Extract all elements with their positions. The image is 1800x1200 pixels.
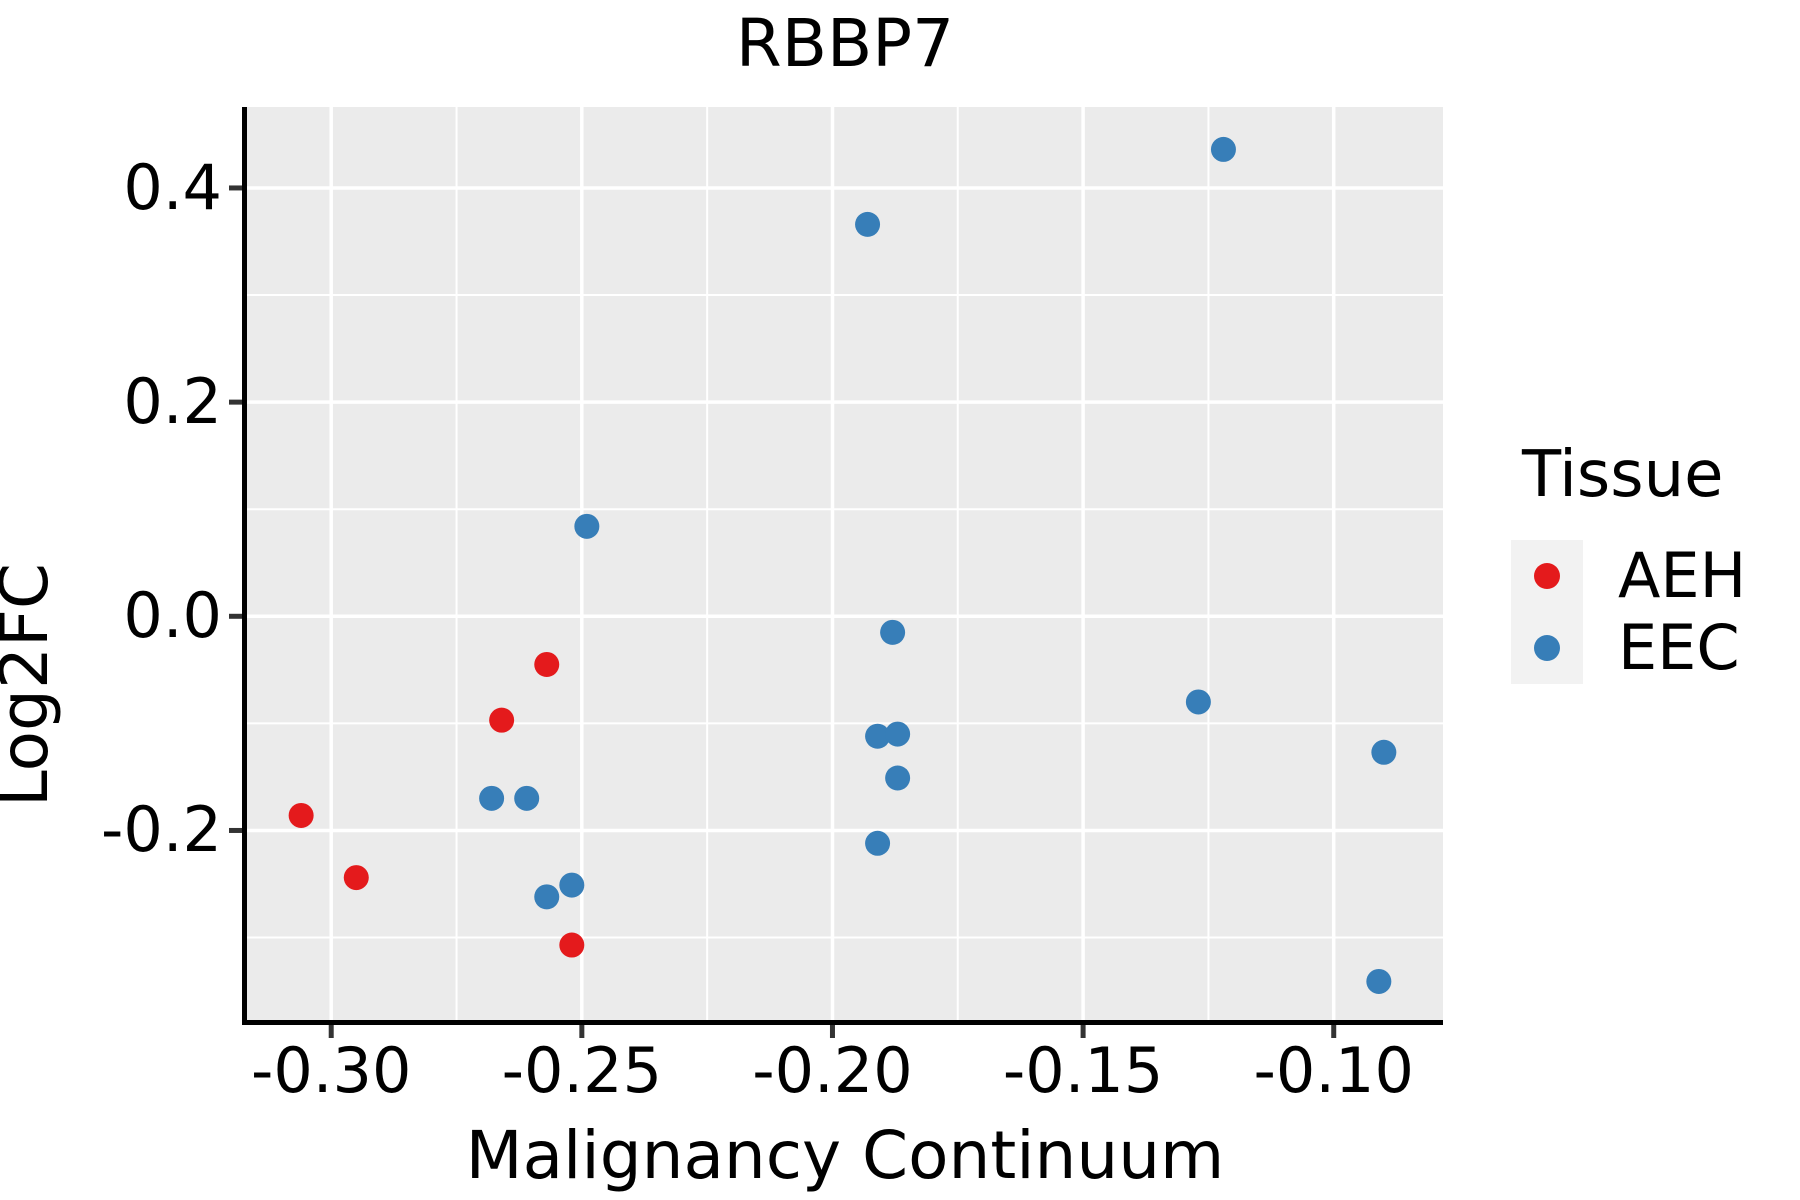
data-point-eec [865,830,891,856]
data-point-eec [885,765,911,791]
x-tick-label: -0.10 [1253,1034,1414,1107]
data-point-eec [865,723,891,749]
data-point-aeh [489,707,515,733]
x-tick [579,1025,585,1038]
y-tick-label: -0.2 [101,793,222,867]
x-axis-line [242,1020,1443,1025]
data-point-eec [1366,968,1392,994]
data-point-eec [514,785,540,811]
data-point-aeh [343,865,369,891]
data-point-aeh [559,932,585,958]
chart-title: RBBP7 [735,5,955,82]
data-point-eec [574,513,600,539]
legend-key-eec [1511,612,1583,684]
data-point-eec [1210,136,1236,162]
data-point-eec [1371,739,1397,765]
x-tick [1080,1025,1086,1038]
y-tick [229,613,242,619]
y-axis-line [242,107,247,1025]
x-tick-label: -0.20 [752,1034,913,1107]
legend-marker-eec-icon [1534,635,1560,661]
y-tick [229,827,242,833]
x-tick [328,1025,334,1038]
y-axis-title-text: Log2FC [0,563,63,807]
x-tick-label: -0.30 [250,1034,412,1107]
legend-title: Tissue [1522,438,1724,512]
x-tick [829,1025,835,1038]
y-tick-label: 0.0 [123,579,222,653]
data-point-eec [534,884,560,910]
x-tick-label: -0.25 [501,1034,663,1107]
legend-key-aeh [1511,540,1583,612]
y-tick [229,399,242,405]
data-point-aeh [534,651,560,677]
legend-marker-aeh-icon [1534,563,1560,589]
y-tick-label: 0.2 [123,365,222,439]
data-point-eec [880,619,906,645]
y-tick-label: 0.4 [123,150,222,224]
x-tick-label: -0.15 [1002,1034,1164,1107]
plot-panel [247,107,1443,1020]
legend-label-aeh: AEH [1618,539,1747,612]
legend-label-eec: EEC [1618,611,1740,684]
x-axis-title: Malignancy Continuum [465,1117,1225,1194]
data-point-eec [1185,689,1211,715]
x-tick [1331,1025,1337,1038]
data-point-aeh [288,802,314,828]
y-tick [229,185,242,191]
data-point-eec [559,872,585,898]
data-point-eec [885,721,911,747]
data-point-eec [479,785,505,811]
data-point-eec [855,211,881,237]
